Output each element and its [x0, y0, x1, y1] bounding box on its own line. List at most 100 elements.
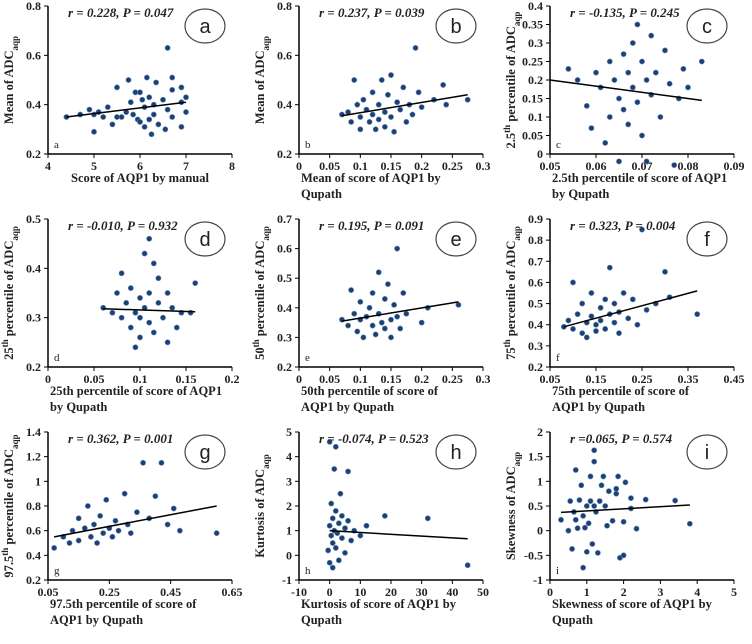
data-point	[335, 557, 342, 564]
y-tick-label: 0.5	[277, 271, 292, 285]
x-axis-label: Score of AQP1 by manual	[71, 171, 209, 185]
data-point	[567, 498, 574, 504]
data-point	[400, 290, 407, 296]
y-axis-label-part: 2.5	[504, 133, 518, 149]
y-tick-label: 0.6	[277, 48, 292, 62]
y-axis-label-part: Skewness of ADC	[504, 466, 518, 560]
data-point	[591, 458, 598, 465]
data-point	[572, 467, 579, 473]
data-point	[148, 131, 155, 138]
data-point	[620, 552, 627, 559]
data-point	[606, 264, 613, 271]
data-point	[464, 562, 471, 569]
y-tick-label: 5	[286, 426, 292, 439]
y-tick-label: 2	[286, 499, 292, 513]
data-point	[574, 77, 581, 83]
x-tick-label: 0.25	[442, 159, 463, 173]
y-tick-label: 0.5	[26, 213, 41, 226]
y-axis-label-part: th	[0, 548, 10, 556]
data-point	[440, 82, 447, 88]
data-point	[685, 84, 691, 91]
data-point	[134, 509, 140, 516]
y-tick-label: 0	[537, 524, 543, 538]
scatter-panel-a: 4 5 6 7 8 0.2 0.4 0.6 0.8 r = 0.228, P = 0.047 a a S…	[0, 0, 250, 213]
data-point	[137, 295, 143, 301]
data-point	[583, 103, 590, 109]
data-point	[66, 540, 73, 546]
y-tick-label: 0.2	[528, 360, 543, 374]
data-point	[594, 549, 601, 556]
x-tick-label: 0.15	[586, 372, 607, 386]
data-point	[591, 503, 598, 509]
x-tick-label: 0.1	[353, 159, 368, 173]
y-axis-label-part: 50	[253, 347, 267, 360]
chart-svg: 0.05 0.06 0.07 0.08 0.0900.050.10.150.20.250…	[502, 0, 745, 201]
data-point	[666, 80, 673, 87]
data-point	[418, 319, 425, 326]
scatter-panel-b: 0 0.05 0.1 0.15 0.2 0.25 0.3 0.2 0.4 0.6 0.8 r = 0.…	[251, 0, 501, 213]
data-point	[123, 299, 130, 306]
y-tick-label: 0.8	[26, 0, 41, 13]
panel-label-circle	[184, 434, 226, 470]
data-point	[183, 109, 189, 115]
data-point	[455, 301, 462, 308]
data-point	[109, 121, 116, 128]
data-point	[169, 74, 176, 81]
data-point	[424, 515, 431, 522]
x-tick-label: 30	[416, 585, 428, 599]
trend-line	[560, 504, 690, 514]
data-point	[397, 106, 404, 113]
data-point	[332, 545, 339, 551]
x-tick-label: 7	[183, 159, 189, 173]
data-point	[381, 325, 388, 332]
data-point	[118, 114, 125, 120]
scatter-panel-f: 0.05 0.15 0.25 0.35 0.45 0.2 0.3 0.4 0.5 0.6 0.7 0.…	[502, 212, 752, 426]
y-tick-label: 0.6	[26, 524, 41, 538]
trend-line	[341, 94, 468, 117]
y-tick-label: 0.6	[277, 242, 292, 256]
data-point	[155, 275, 162, 282]
data-point	[164, 290, 171, 296]
data-point	[329, 564, 336, 571]
data-point	[325, 547, 332, 554]
correlation-stat: r = 0.237, P = 0.039	[319, 5, 425, 20]
correlation-stat: r = 0.228, P = 0.047	[68, 5, 174, 20]
data-point	[605, 488, 612, 495]
y-tick-label: 0.7	[277, 213, 292, 226]
data-point	[602, 296, 609, 303]
data-point	[369, 322, 376, 329]
data-point	[580, 564, 587, 571]
y-axis-label-part: th	[502, 125, 512, 133]
data-point	[628, 495, 634, 502]
y-tick-label: 2	[537, 426, 543, 439]
x-tick-label: 0.2	[414, 159, 429, 173]
y-tick-label: 0.35	[522, 18, 543, 32]
chart-svg: 4 5 6 7 8 0.2 0.4 0.6 0.8 r = 0.228, P = 0.047 a a S…	[2, 0, 235, 185]
y-axis-label-part: 25	[2, 347, 16, 360]
x-tick-label: 0	[45, 372, 51, 386]
y-axis-label-part: th	[251, 339, 261, 347]
panel-label-circle	[435, 221, 477, 257]
data-point	[342, 525, 348, 532]
x-tick-label: -10	[291, 585, 307, 599]
data-point	[88, 533, 94, 540]
data-point	[572, 516, 579, 523]
data-point	[415, 89, 422, 96]
data-point	[443, 101, 450, 108]
y-tick-label: 0.1	[528, 110, 543, 124]
x-axis-label: Qupath	[301, 187, 342, 201]
y-tick-label: 0.2	[26, 147, 41, 161]
x-tick-label: 20	[385, 585, 397, 599]
data-point	[597, 304, 604, 311]
y-axis-label-part: percentile of ADC	[504, 241, 518, 340]
data-point	[686, 520, 693, 527]
data-point	[348, 287, 355, 293]
y-axis-label: Mean of ADCaqp	[2, 36, 20, 124]
data-point	[170, 505, 177, 512]
data-point	[620, 290, 627, 296]
y-axis-label-part: aqp	[10, 226, 20, 241]
correlation-stat: r = -0.010, P = 0.932	[68, 218, 178, 233]
correlation-stat: r = -0.135, P = 0.245	[570, 5, 680, 20]
data-point	[348, 119, 355, 125]
